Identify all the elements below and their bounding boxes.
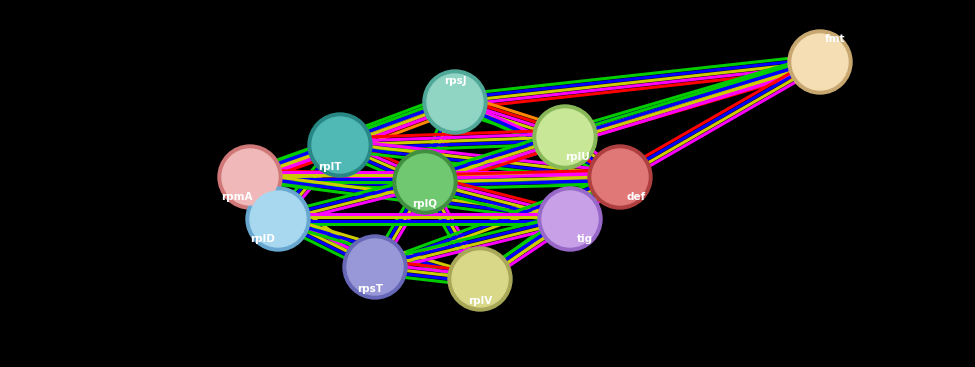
Circle shape [397,154,453,210]
Circle shape [592,149,648,205]
Circle shape [448,247,512,311]
Text: rpmA: rpmA [221,192,253,202]
Circle shape [542,191,598,247]
Text: rplU: rplU [566,152,591,162]
Circle shape [792,34,848,90]
Circle shape [347,239,403,295]
Circle shape [250,191,306,247]
Text: def: def [626,192,645,202]
Circle shape [246,187,310,251]
Text: rplD: rplD [251,234,275,244]
Circle shape [312,117,368,173]
Circle shape [218,145,282,209]
Text: rplT: rplT [318,162,342,172]
Circle shape [537,109,593,165]
Circle shape [427,74,483,130]
Text: tig: tig [577,234,593,244]
Circle shape [393,150,457,214]
Circle shape [452,251,508,307]
Circle shape [533,105,597,169]
Text: rplQ: rplQ [412,199,438,209]
Circle shape [538,187,602,251]
Text: rpsT: rpsT [357,284,383,294]
Circle shape [222,149,278,205]
Text: fmt: fmt [825,34,845,44]
Circle shape [788,30,852,94]
Text: rpsJ: rpsJ [444,76,466,86]
Circle shape [588,145,652,209]
Circle shape [308,113,372,177]
Circle shape [423,70,487,134]
Circle shape [343,235,407,299]
Text: rplV: rplV [468,296,492,306]
